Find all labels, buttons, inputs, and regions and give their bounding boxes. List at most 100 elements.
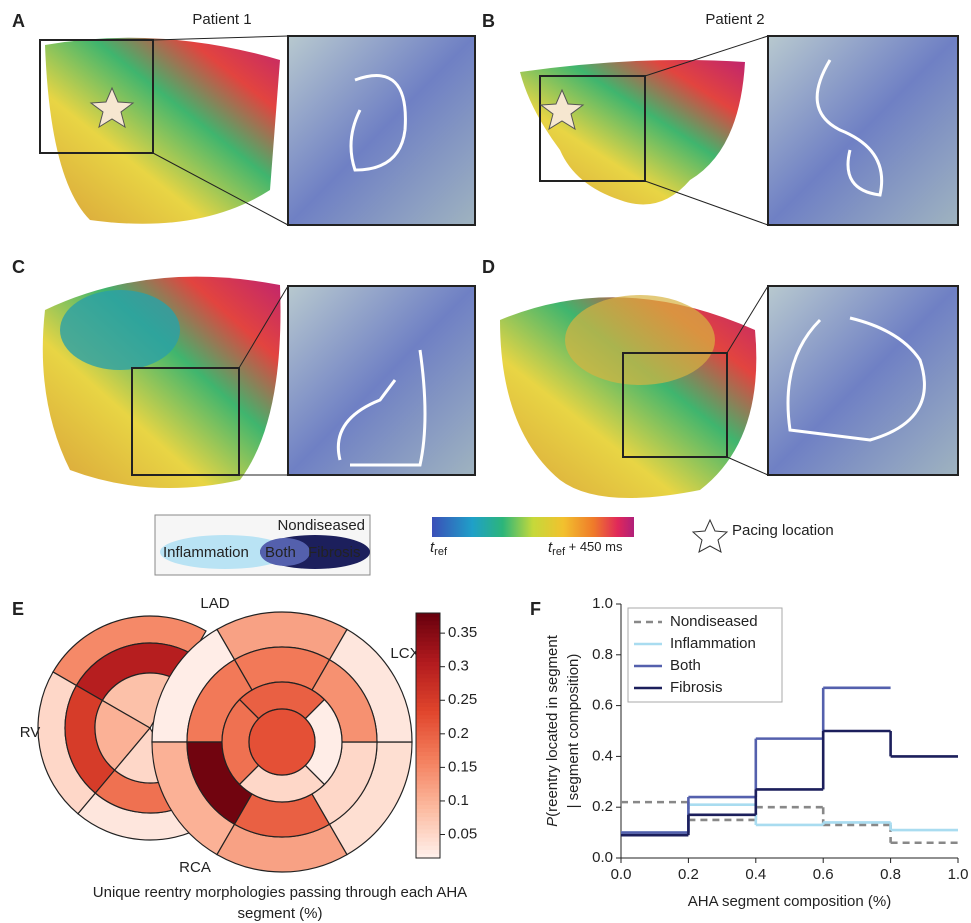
colorbar-cell	[416, 752, 440, 757]
colorbar-cell	[416, 797, 440, 802]
panel-label: E	[12, 599, 24, 619]
legend-text: Inflammation	[163, 544, 249, 561]
x-tick-label: 0.8	[880, 866, 901, 883]
activation-colorbar	[432, 517, 634, 537]
colorbar-cell	[416, 727, 440, 732]
colorbar-cell	[416, 699, 440, 704]
colorbar-cell	[416, 638, 440, 643]
y-tick-label: 0.2	[592, 798, 613, 815]
colorbar-cell	[416, 674, 440, 679]
colorbar-cell	[416, 850, 440, 855]
colorbar-tick-label: 0.35	[448, 624, 477, 641]
colorbar-cell	[416, 748, 440, 753]
colorbar-cell	[416, 646, 440, 651]
colorbar-cell	[416, 805, 440, 810]
colorbar-cell	[416, 707, 440, 712]
colorbar-cell	[416, 629, 440, 634]
colorbar-cell	[416, 776, 440, 781]
colorbar-cell	[416, 780, 440, 785]
colorbar-cell	[416, 834, 440, 839]
y-tick-label: 0.4	[592, 747, 613, 764]
legend-text: Both	[265, 544, 296, 561]
y-tick-label: 0.6	[592, 697, 613, 714]
colorbar-cell	[416, 621, 440, 626]
colorbar-cell	[416, 842, 440, 847]
colorbar-cell	[416, 764, 440, 769]
colorbar-cell	[416, 760, 440, 765]
colorbar-cell	[416, 666, 440, 671]
colorbar-cell	[416, 715, 440, 720]
panel-b-render	[520, 36, 958, 225]
colorbar-cell	[416, 825, 440, 830]
colorbar-cell	[416, 711, 440, 716]
panel-label: C	[12, 257, 25, 277]
colorbar-cell	[416, 723, 440, 728]
colorbar-cell	[416, 719, 440, 724]
colorbar-cell	[416, 670, 440, 675]
colorbar-cell	[416, 813, 440, 818]
colorbar-tick-label: 0.2	[448, 725, 469, 742]
scale-sub: ref	[552, 546, 566, 558]
colorbar-tick-label: 0.1	[448, 792, 469, 809]
panel-d-render	[500, 286, 958, 498]
legend-label: Both	[670, 657, 701, 674]
caption: segment (%)	[237, 905, 322, 922]
colorbar-cell	[416, 613, 440, 618]
colorbar-cell	[416, 772, 440, 777]
colorbar-cell	[416, 756, 440, 761]
colorbar-cell	[416, 642, 440, 647]
colorbar-cell	[416, 662, 440, 667]
patient-title: Patient 2	[705, 11, 764, 28]
y-tick-label: 0.8	[592, 646, 613, 663]
x-tick-label: 0.2	[678, 866, 699, 883]
colorbar-cell	[416, 695, 440, 700]
colorbar-tick-label: 0.05	[448, 825, 477, 842]
colorbar-cell	[416, 785, 440, 790]
colorbar-cell	[416, 838, 440, 843]
colorbar-cell	[416, 731, 440, 736]
colorbar-cell	[416, 744, 440, 749]
y-label-italic: P	[544, 817, 561, 827]
colorbar-cell	[416, 768, 440, 773]
colorbar-cell	[416, 682, 440, 687]
colorbar-tick-label: 0.3	[448, 658, 469, 675]
colorbar-cell	[416, 829, 440, 834]
panel-label: A	[12, 11, 25, 31]
scale-end: tref + 450 ms	[548, 539, 623, 558]
scale-suffix: + 450 ms	[565, 539, 623, 554]
colorbar-tick-label: 0.25	[448, 691, 477, 708]
x-tick-label: 0.4	[745, 866, 766, 883]
pacing-star	[693, 520, 727, 552]
panel-label: B	[482, 11, 495, 31]
colorbar-cell	[416, 789, 440, 794]
colorbar-cell	[416, 817, 440, 822]
colorbar-cell	[416, 658, 440, 663]
colorbar-cell	[416, 633, 440, 638]
colorbar-cell	[416, 801, 440, 806]
artery-label: RV	[20, 724, 41, 741]
pacing-label: Pacing location	[732, 522, 834, 539]
x-tick-label: 0.6	[813, 866, 834, 883]
colorbar-cell	[416, 703, 440, 708]
colorbar-cell	[416, 809, 440, 814]
colorbar-cell	[416, 687, 440, 692]
legend-label: Fibrosis	[670, 679, 723, 696]
segment	[249, 709, 315, 775]
panel-a-render	[40, 36, 475, 225]
artery-label: RCA	[179, 859, 211, 876]
scale-start: tref	[430, 539, 448, 558]
colorbar-cell	[416, 650, 440, 655]
colorbar-cell	[416, 654, 440, 659]
colorbar-cell	[416, 846, 440, 851]
patient-title: Patient 1	[192, 11, 251, 28]
artery-label: LCX	[390, 645, 419, 662]
panel-label: D	[482, 257, 495, 277]
scale-sub: ref	[434, 546, 448, 558]
caption: Unique reentry morphologies passing thro…	[93, 884, 467, 901]
colorbar-cell	[416, 617, 440, 622]
legend-label: Nondiseased	[670, 613, 758, 630]
figure: ABCDEFPatient 1Patient 2NondiseasedInfla…	[0, 0, 971, 923]
colorbar-cell	[416, 691, 440, 696]
y-label-text: (reentry located in segment	[544, 634, 561, 817]
colorbar-cell	[416, 821, 440, 826]
